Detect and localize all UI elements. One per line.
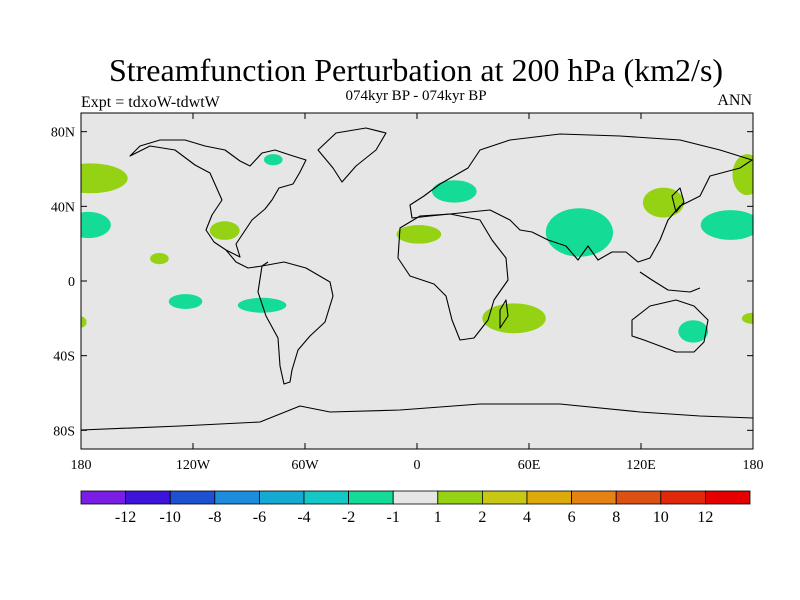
coastline-antarctica	[81, 403, 753, 431]
colorbar-swatch	[258, 490, 305, 505]
coastline-south-america	[257, 261, 334, 385]
colorbar-swatch	[615, 490, 662, 505]
colorbar-swatch	[169, 490, 216, 505]
coastline-japan	[671, 187, 685, 213]
colorbar-label: 6	[568, 509, 576, 526]
lon-tick-label: 180	[743, 458, 764, 473]
colorbar-label: -1	[387, 509, 400, 526]
colorbar-label: 2	[478, 509, 486, 526]
coastline-australia	[631, 299, 709, 353]
anomaly-region	[81, 163, 128, 194]
lon-tick-label: 60W	[291, 458, 319, 473]
anomaly-region	[263, 154, 283, 166]
map-background	[81, 113, 753, 449]
season-label: ANN	[717, 92, 752, 109]
anomaly-region	[741, 312, 753, 324]
anomaly-region	[700, 210, 753, 240]
colorbar-swatch	[481, 490, 528, 505]
coastline-southeast-asia	[639, 271, 701, 293]
colorbar-swatch	[526, 490, 572, 505]
colorbar-swatch	[303, 490, 349, 505]
coastline-central-america	[225, 249, 269, 269]
colorbar-label: -10	[160, 509, 181, 526]
colorbar-swatch	[660, 490, 706, 505]
anomaly-region	[209, 221, 240, 240]
colorbar-label: 4	[523, 509, 531, 526]
colorbar-swatch	[125, 490, 171, 505]
anomaly-region	[81, 211, 111, 239]
coastline-eurasia	[409, 133, 753, 263]
colorbar-label: -12	[115, 509, 136, 526]
lat-tick-label: 40N	[51, 200, 75, 215]
coastline-africa	[397, 213, 509, 341]
lat-tick-label: 0	[68, 275, 75, 290]
coastline-greenland	[317, 127, 387, 183]
colorbar-swatch	[571, 490, 617, 505]
lon-tick-label: 120E	[626, 458, 656, 473]
colorbar-label: 8	[612, 509, 620, 526]
colorbar-swatch	[705, 490, 751, 505]
colorbar-swatch	[348, 490, 394, 505]
plot-subtitle: 074kyr BP - 074kyr BP	[345, 88, 487, 104]
anomaly-region	[396, 225, 442, 244]
coastline-madagascar	[499, 299, 509, 329]
experiment-label: Expt = tdxoW-tdwtW	[81, 94, 220, 111]
longitude-axis: 180 120W 60W 0 60E 120E 180	[71, 113, 764, 473]
lon-tick-label: 120W	[176, 458, 211, 473]
colorbar-label: -6	[253, 509, 266, 526]
lat-tick-label: 80N	[51, 126, 75, 141]
colorbar-swatch	[214, 490, 260, 505]
colorbar: -12 -10 -8 -6 -4 -2 -1 1 2 4 6 8 10 12	[80, 490, 751, 526]
lon-tick-label: 60E	[518, 458, 541, 473]
colorbar-label: 10	[653, 509, 669, 526]
colorbar-label: -4	[297, 509, 310, 526]
anomaly-region	[150, 253, 169, 265]
anomaly-region	[642, 187, 684, 218]
colorbar-swatch	[392, 490, 439, 505]
anomaly-region	[431, 180, 477, 203]
colorbar-label: 1	[434, 509, 442, 526]
lat-tick-label: 80S	[53, 424, 75, 439]
lat-tick-label: 40S	[53, 350, 75, 365]
anomaly-region	[168, 294, 203, 309]
lon-tick-label: 0	[414, 458, 421, 473]
anomaly-region	[545, 208, 614, 257]
anomaly-region	[678, 320, 709, 343]
colorbar-label: 12	[697, 509, 713, 526]
lon-tick-label: 180	[71, 458, 92, 473]
colorbar-swatch	[80, 490, 126, 505]
coastline-north-america	[129, 139, 307, 258]
plot-title: Streamfunction Perturbation at 200 hPa (…	[108, 52, 724, 88]
colorbar-label: -8	[208, 509, 221, 526]
coastlines	[81, 127, 753, 431]
anomaly-region	[482, 303, 546, 334]
anomaly-region	[732, 154, 753, 196]
latitude-axis: 80N 40N 0 40S 80S	[51, 126, 753, 439]
anomaly-region	[81, 316, 87, 328]
colorbar-label: -2	[342, 509, 355, 526]
colorbar-swatch	[437, 490, 483, 505]
